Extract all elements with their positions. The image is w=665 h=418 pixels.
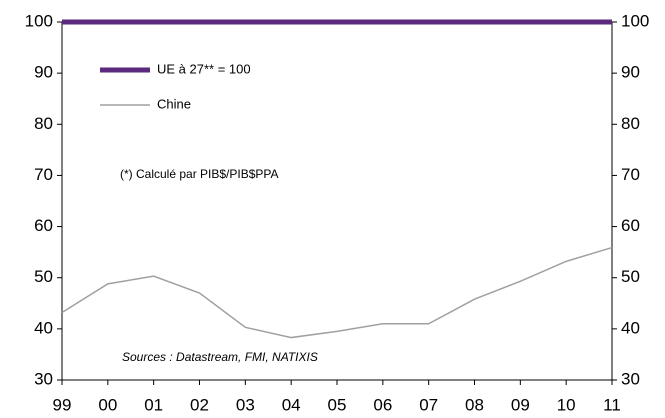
x-tick-label: 03	[236, 395, 255, 414]
legend-label: UE à 27** = 100	[157, 61, 251, 76]
x-tick-label: 99	[53, 395, 72, 414]
x-tick-label: 02	[190, 395, 209, 414]
y-tick-label: 50	[34, 267, 53, 286]
y2-tick-label: 100	[621, 11, 649, 30]
y-tick-label: 100	[25, 11, 53, 30]
y2-tick-label: 70	[621, 165, 640, 184]
y-tick-label: 70	[34, 165, 53, 184]
x-tick-label: 05	[328, 395, 347, 414]
y2-tick-label: 40	[621, 318, 640, 337]
x-tick-label: 10	[557, 395, 576, 414]
annotation: (*) Calculé par PIB$/PIB$PPA	[120, 167, 279, 181]
y2-tick-label: 80	[621, 114, 640, 133]
y-tick-label: 60	[34, 216, 53, 235]
series-line	[61, 246, 613, 339]
y-tick-label: 90	[34, 63, 53, 82]
y2-tick-label: 60	[621, 216, 640, 235]
x-tick-label: 06	[373, 395, 392, 414]
x-tick-label: 04	[282, 395, 301, 414]
x-tick-label: 00	[98, 395, 117, 414]
x-tick-label: 07	[419, 395, 438, 414]
legend-label: Chine	[157, 96, 191, 111]
y-tick-label: 40	[34, 318, 53, 337]
y-tick-label: 80	[34, 114, 53, 133]
annotation: Sources : Datastream, FMI, NATIXIS	[122, 350, 318, 364]
y2-tick-label: 50	[621, 267, 640, 286]
x-tick-label: 08	[465, 395, 484, 414]
x-tick-label: 01	[144, 395, 163, 414]
y2-tick-label: 30	[621, 369, 640, 388]
x-tick-label: 09	[511, 395, 530, 414]
x-tick-label: 11	[603, 395, 621, 414]
y-tick-label: 30	[34, 369, 53, 388]
y2-tick-label: 90	[621, 63, 640, 82]
